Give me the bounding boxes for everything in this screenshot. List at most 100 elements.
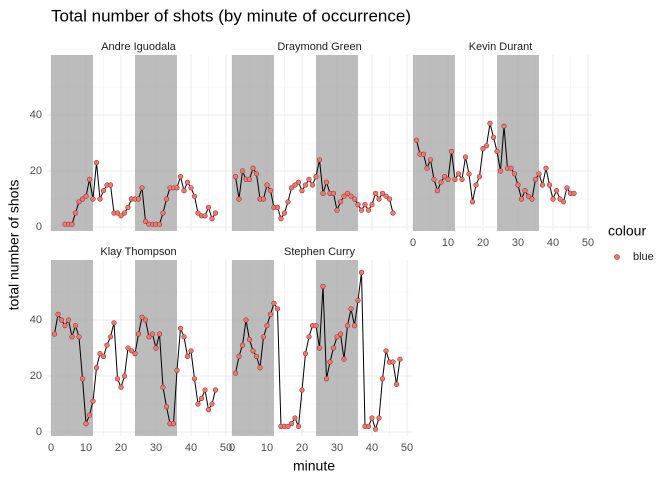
data-point xyxy=(390,359,396,365)
data-point xyxy=(431,176,437,182)
data-point xyxy=(459,176,465,182)
x-tick-label: 30 xyxy=(512,237,524,249)
data-point xyxy=(390,210,396,216)
data-point xyxy=(149,331,156,337)
data-point xyxy=(93,365,100,371)
x-tick-label: 30 xyxy=(331,442,343,454)
data-point xyxy=(376,196,382,202)
data-point xyxy=(536,171,542,177)
data-point xyxy=(316,157,323,163)
data-point xyxy=(191,193,198,199)
data-point xyxy=(330,345,337,351)
data-point xyxy=(181,334,187,340)
data-point xyxy=(135,196,142,202)
x-tick-label: 10 xyxy=(442,237,454,249)
data-point xyxy=(100,353,107,360)
data-point xyxy=(413,137,420,143)
data-point xyxy=(438,179,444,185)
x-tick-label: 30 xyxy=(150,442,162,454)
data-point xyxy=(174,367,180,374)
data-point xyxy=(445,176,451,182)
data-point xyxy=(473,182,479,188)
data-point xyxy=(372,426,379,432)
data-point xyxy=(372,190,379,196)
data-point xyxy=(132,351,138,357)
data-point xyxy=(267,311,274,318)
data-point xyxy=(264,323,270,329)
data-point xyxy=(365,207,372,213)
x-tick-label: 0 xyxy=(410,237,416,249)
data-point xyxy=(386,196,393,202)
data-point xyxy=(195,210,201,216)
data-point xyxy=(292,415,298,421)
data-point xyxy=(309,182,316,188)
data-point xyxy=(100,188,107,194)
data-point xyxy=(344,323,351,329)
data-point xyxy=(292,182,298,188)
data-point xyxy=(557,196,563,202)
data-point xyxy=(139,185,145,191)
facet-title: Klay Thompson xyxy=(100,246,176,258)
shaded-period xyxy=(135,55,177,231)
data-point xyxy=(285,199,291,205)
data-point xyxy=(86,412,93,418)
x-tick-label: 20 xyxy=(115,442,127,454)
y-tick-label: 20 xyxy=(30,370,42,382)
data-point xyxy=(306,334,312,340)
data-point xyxy=(288,421,295,427)
data-point xyxy=(295,179,302,185)
data-point xyxy=(104,342,110,348)
data-point xyxy=(334,207,340,213)
data-point xyxy=(330,190,337,196)
data-point xyxy=(236,353,242,360)
data-point xyxy=(243,317,249,323)
x-tick-label: 20 xyxy=(296,442,308,454)
data-point xyxy=(121,210,128,216)
data-point xyxy=(69,221,75,227)
data-point xyxy=(58,317,65,323)
data-point xyxy=(163,196,170,202)
data-point xyxy=(564,185,570,191)
data-point xyxy=(264,182,270,188)
data-point xyxy=(260,334,267,340)
data-point xyxy=(553,188,560,194)
data-point xyxy=(497,168,504,174)
data-point xyxy=(118,213,124,219)
data-point xyxy=(313,323,319,329)
data-point xyxy=(142,218,149,224)
data-point xyxy=(271,300,277,306)
data-point xyxy=(274,306,281,312)
data-point xyxy=(455,171,462,177)
data-point xyxy=(239,168,246,174)
data-point xyxy=(76,334,82,340)
data-point xyxy=(480,146,486,152)
x-tick-label: 50 xyxy=(401,442,413,454)
data-point xyxy=(170,421,177,427)
data-point xyxy=(379,376,386,382)
shaded-period xyxy=(316,55,358,231)
data-point xyxy=(107,182,114,188)
data-point xyxy=(369,202,375,208)
data-point xyxy=(83,193,89,199)
data-point xyxy=(236,196,242,202)
data-point xyxy=(250,165,256,171)
data-point xyxy=(198,395,205,402)
x-tick-label: 40 xyxy=(547,237,559,249)
data-point xyxy=(212,387,219,393)
data-point xyxy=(522,188,528,194)
data-point xyxy=(344,190,351,196)
data-point xyxy=(348,306,354,312)
data-point xyxy=(156,331,163,337)
x-tick-label: 10 xyxy=(261,442,273,454)
data-point xyxy=(253,353,260,360)
x-tick-label: 40 xyxy=(185,442,197,454)
data-point xyxy=(146,334,152,340)
data-point xyxy=(320,283,326,290)
data-point xyxy=(209,401,215,407)
data-point xyxy=(83,421,89,427)
data-point xyxy=(508,165,514,171)
facet-title: Kevin Durant xyxy=(469,41,533,53)
data-point xyxy=(184,353,191,360)
data-point xyxy=(539,182,546,188)
